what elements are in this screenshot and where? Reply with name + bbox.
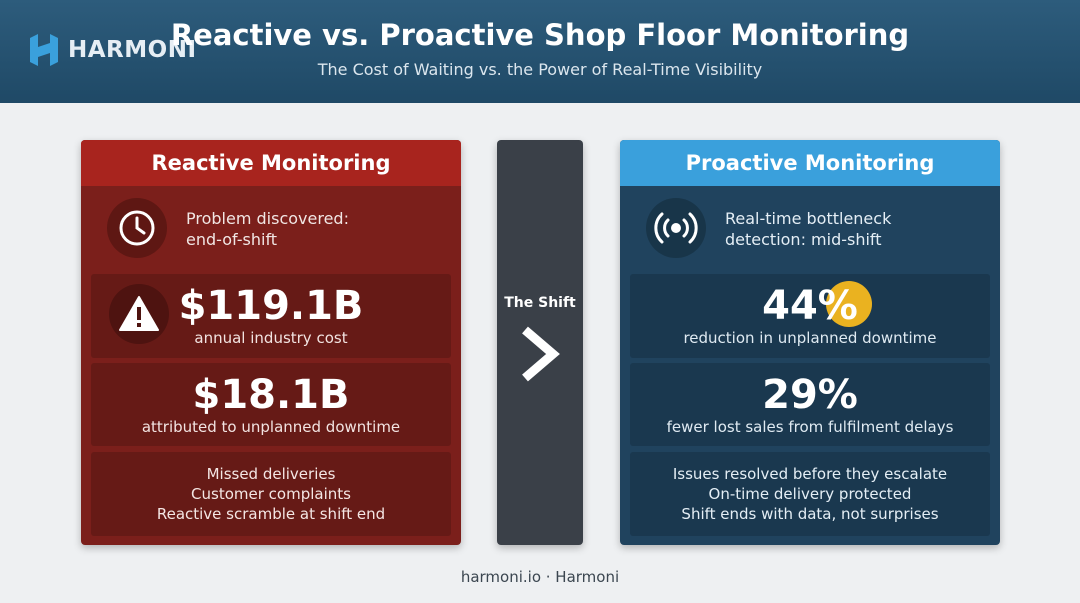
warning-icon xyxy=(109,284,169,344)
reactive-intro: Problem discovered: end-of-shift xyxy=(81,196,461,260)
reactive-intro-text: Problem discovered: end-of-shift xyxy=(186,209,349,249)
list-item: Issues resolved before they escalate xyxy=(672,465,948,483)
proactive-stat-card-1: 44% reduction in unplanned downtime xyxy=(630,274,990,358)
proactive-panel: Proactive Monitoring Real-time bottlenec… xyxy=(620,140,1000,545)
list-item: Shift ends with data, not surprises xyxy=(681,505,939,523)
list-item: Customer complaints xyxy=(191,485,351,503)
harmoni-logo-icon xyxy=(30,34,58,66)
proactive-intro-text: Real-time bottleneck detection: mid-shif… xyxy=(725,209,892,249)
list-item: On-time delivery protected xyxy=(708,485,912,503)
clock-icon xyxy=(107,198,167,258)
proactive-stat-2-caption: fewer lost sales from fulfilment delays xyxy=(666,418,954,436)
highlight-dot xyxy=(826,281,872,327)
shift-divider: The Shift xyxy=(497,140,583,545)
proactive-stat-1-caption: reduction in unplanned downtime xyxy=(683,329,937,347)
list-item: Reactive scramble at shift end xyxy=(156,505,386,523)
reactive-stat-1-value: $119.1B xyxy=(178,283,364,329)
footer-text: harmoni.io · Harmoni xyxy=(460,568,620,586)
reactive-stat-card-1: $119.1B annual industry cost xyxy=(91,274,451,358)
page-title: Reactive vs. Proactive Shop Floor Monito… xyxy=(170,18,910,52)
list-item: Missed deliveries xyxy=(206,465,336,483)
reactive-list: Missed deliveries Customer complaints Re… xyxy=(91,464,451,524)
header-banner: HARMONI Reactive vs. Proactive Shop Floo… xyxy=(0,0,1080,103)
reactive-stat-2-caption: attributed to unplanned downtime xyxy=(141,418,401,436)
proactive-heading: Proactive Monitoring xyxy=(620,140,1000,186)
page-subtitle: The Cost of Waiting vs. the Power of Rea… xyxy=(317,60,763,79)
proactive-intro: Real-time bottleneck detection: mid-shif… xyxy=(620,196,1000,260)
reactive-list-card: Missed deliveries Customer complaints Re… xyxy=(91,452,451,536)
broadcast-signal-icon xyxy=(646,198,706,258)
shift-label: The Shift xyxy=(504,295,576,311)
proactive-list-card: Issues resolved before they escalate On-… xyxy=(630,452,990,536)
proactive-stat-card-2: 29% fewer lost sales from fulfilment del… xyxy=(630,363,990,446)
proactive-stat-1-value: 44% xyxy=(762,283,858,329)
reactive-stat-1-caption: annual industry cost xyxy=(194,329,348,347)
brand-name: HARMONI xyxy=(68,37,197,63)
reactive-heading: Reactive Monitoring xyxy=(81,140,461,186)
reactive-panel: Reactive Monitoring Problem discovered: … xyxy=(81,140,461,545)
brand-logo: HARMONI xyxy=(26,30,197,70)
reactive-stat-2-value: $18.1B xyxy=(192,372,350,418)
reactive-stat-card-2: $18.1B attributed to unplanned downtime xyxy=(91,363,451,446)
proactive-stat-2-value: 29% xyxy=(762,372,858,418)
proactive-list: Issues resolved before they escalate On-… xyxy=(630,464,990,524)
chevron-right-icon xyxy=(522,326,560,382)
